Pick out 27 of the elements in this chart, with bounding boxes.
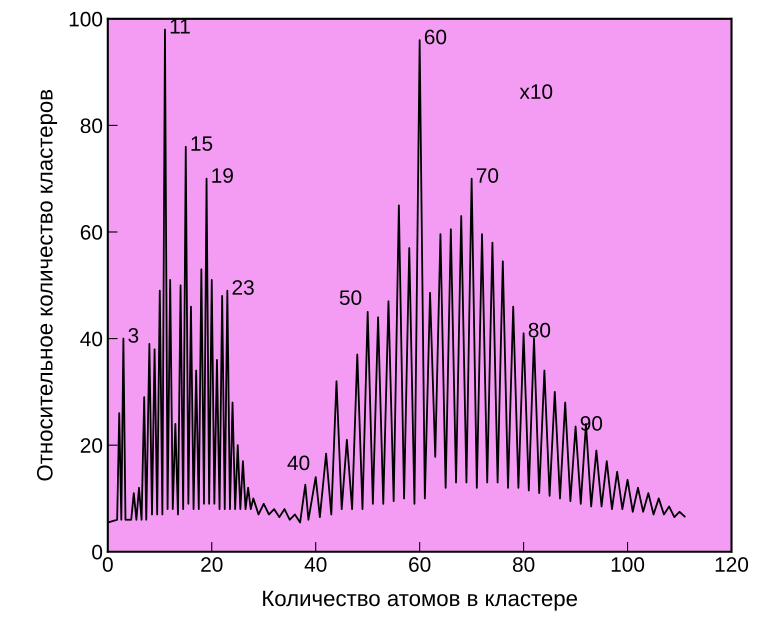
x-tick-label: 40 bbox=[304, 557, 326, 572]
x-tick-label: 20 bbox=[201, 557, 223, 572]
annotation: 19 bbox=[212, 168, 233, 183]
y-tick-label: 0 bbox=[92, 544, 102, 560]
x-tick-label: 60 bbox=[409, 557, 430, 572]
y-tick-label: 60 bbox=[80, 224, 102, 240]
annotation: 50 bbox=[340, 290, 362, 306]
annotation: 23 bbox=[232, 280, 254, 295]
x-tick-label: 120 bbox=[716, 557, 748, 572]
y-tick-label: 100 bbox=[70, 12, 102, 27]
annotation: 60 bbox=[424, 30, 446, 44]
annotation: 11 bbox=[170, 19, 190, 34]
annotation: 90 bbox=[580, 416, 602, 431]
annotation: 80 bbox=[528, 322, 550, 338]
annotation: 15 bbox=[192, 136, 212, 151]
x-axis-title: Количество атомов в кластере bbox=[263, 590, 577, 611]
annotation: 70 bbox=[476, 168, 498, 183]
y-tick-label: 80 bbox=[80, 118, 102, 134]
y-tick-label: 40 bbox=[80, 332, 102, 346]
y-tick-label: 20 bbox=[80, 438, 102, 453]
y-axis-title: Относительное количество кластеров bbox=[36, 90, 58, 481]
x-tick-label: 80 bbox=[512, 557, 534, 572]
x-tick-label: 100 bbox=[612, 557, 644, 572]
annotation: 3 bbox=[128, 328, 138, 343]
annotation: 40 bbox=[287, 456, 310, 470]
annotation: x10 bbox=[520, 84, 552, 99]
x-tick-label: 0 bbox=[102, 557, 113, 572]
